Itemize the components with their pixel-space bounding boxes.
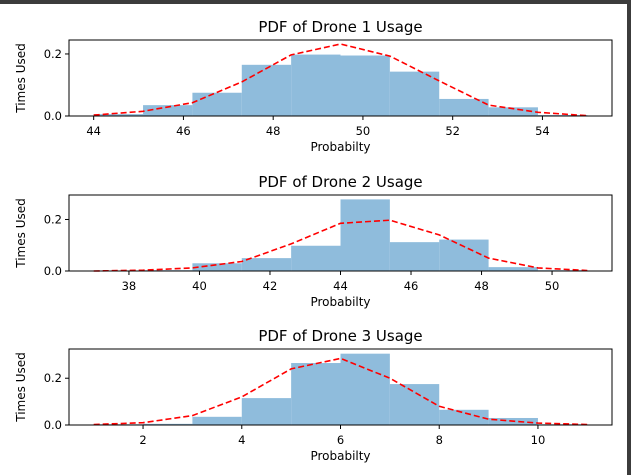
x-tick-label: 44: [333, 279, 348, 293]
y-axis-label: Times Used: [14, 198, 28, 268]
x-tick-label: 10: [531, 433, 546, 447]
y-tick-label: 0.0: [44, 418, 62, 432]
histogram-bar: [439, 239, 489, 271]
chart-title: PDF of Drone 2 Usage: [258, 173, 422, 191]
histogram-bar: [389, 71, 440, 116]
histogram-bar: [340, 353, 390, 425]
histogram-bar: [340, 199, 390, 271]
histogram-bar: [143, 105, 193, 116]
x-tick-label: 48: [474, 279, 489, 293]
subplot-3: PDF of Drone 3 Usage 2 4 6 8 10 0.0 0.2 Probabil…: [14, 327, 613, 463]
histogram-bar: [488, 267, 538, 271]
pdf-fit-line: [93, 219, 588, 272]
histogram-bar: [241, 398, 292, 425]
histogram-bar: [192, 92, 242, 116]
x-axis-label: Probabilty: [310, 449, 370, 463]
x-tick-label: 50: [356, 124, 371, 138]
histogram-bar: [439, 409, 489, 425]
histogram-bar: [241, 64, 292, 116]
x-axis-label: Probabilty: [310, 295, 370, 309]
subplot-1: PDF of Drone 1 Usage 44 46 48 50 52 54 0.0 0.2 Pr…: [14, 18, 613, 154]
pdf-fit-line: [93, 43, 588, 117]
histogram-bar: [340, 55, 390, 116]
x-tick-label: 52: [445, 124, 460, 138]
x-tick-label: 46: [176, 124, 191, 138]
chart-title: PDF of Drone 3 Usage: [258, 327, 422, 345]
y-tick-label: 0.2: [44, 47, 62, 61]
y-tick-label: 0.0: [44, 109, 62, 123]
x-tick-label: 50: [545, 279, 560, 293]
x-tick-label: 46: [404, 279, 419, 293]
histogram-bar: [488, 107, 538, 116]
histogram-bar: [439, 98, 489, 116]
histogram-bar: [291, 245, 341, 271]
x-tick-label: 48: [266, 124, 281, 138]
x-tick-label: 38: [122, 279, 137, 293]
histogram-bar: [291, 54, 341, 116]
pdf-fit-line: [93, 357, 588, 426]
histogram-bar: [93, 114, 144, 116]
x-tick-label: 44: [86, 124, 101, 138]
histogram-bar: [389, 384, 440, 425]
y-axis-label: Times Used: [14, 43, 28, 113]
x-tick-label: 6: [337, 433, 344, 447]
subplot-2: PDF of Drone 2 Usage 38 40 42 44 46 48 50 0.0 0.2…: [14, 173, 613, 309]
histogram-bar: [143, 423, 193, 425]
histogram-bar: [389, 242, 440, 271]
histogram-bar: [241, 258, 292, 271]
histogram-bar: [192, 263, 242, 271]
x-tick-label: 2: [139, 433, 146, 447]
y-axis-label: Times Used: [14, 352, 28, 422]
x-tick-label: 4: [238, 433, 245, 447]
histogram-bar: [291, 363, 341, 425]
x-tick-label: 8: [436, 433, 443, 447]
x-tick-label: 42: [263, 279, 278, 293]
y-tick-label: 0.0: [44, 264, 62, 278]
histogram-bar: [192, 416, 242, 425]
x-axis-label: Probabilty: [310, 140, 370, 154]
x-tick-label: 40: [192, 279, 207, 293]
y-tick-label: 0.2: [44, 371, 62, 385]
y-tick-label: 0.2: [44, 212, 62, 226]
x-tick-label: 54: [535, 124, 550, 138]
axes-frame: [68, 39, 613, 117]
chart-title: PDF of Drone 1 Usage: [258, 18, 422, 36]
